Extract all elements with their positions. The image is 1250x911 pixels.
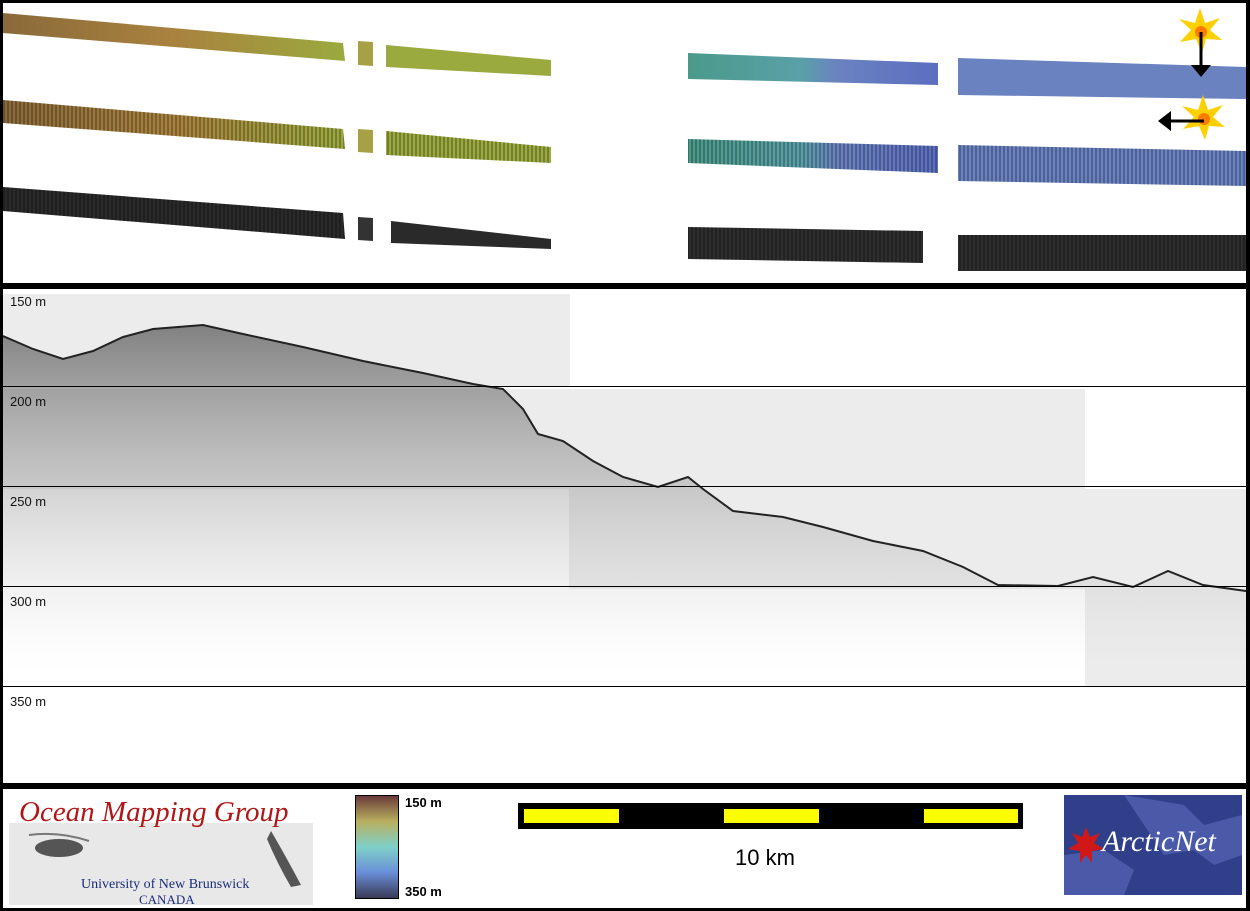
sun-horizontal-icon [1158, 95, 1225, 140]
arcticnet-wordmark: ArcticNet [1102, 825, 1216, 858]
scale-segment [724, 809, 819, 823]
omg-title: Ocean Mapping Group [19, 796, 289, 828]
sun-vertical-icon [1179, 8, 1222, 77]
depth-label-200: 200 m [10, 394, 47, 409]
swath-row-striped [3, 100, 1246, 186]
arcticnet-map-graphic [1064, 795, 1242, 895]
depth-label-350: 350 m [10, 694, 47, 709]
omg-logo-graphic [9, 823, 313, 905]
seafloor-profile [3, 323, 1246, 669]
depth-gridline [3, 686, 1246, 687]
colorbar-top-label: 150 m [405, 795, 442, 810]
swath-row-backscatter [3, 187, 1246, 271]
arcticnet-logo: ArcticNet [1064, 795, 1242, 895]
depth-label-250: 250 m [10, 494, 47, 509]
depth-colorbar [355, 795, 399, 899]
omg-logo: Ocean Mapping Group University of New Br… [9, 793, 313, 907]
scale-label: 10 km [735, 845, 795, 870]
swath-imagery [3, 8, 1246, 271]
scale-segment [924, 809, 1018, 823]
scale-bar [518, 803, 1023, 829]
swath-panel [3, 3, 1246, 283]
swath-row-shaded [3, 13, 1246, 99]
depth-label-150: 150 m [10, 294, 47, 309]
omg-university: University of New Brunswick [81, 877, 250, 892]
legend-panel: Ocean Mapping Group University of New Br… [3, 789, 1246, 908]
depth-label-300: 300 m [10, 594, 47, 609]
depth-gridline [3, 586, 1246, 587]
profile-panel: 150 m 200 m 250 m 300 m 350 m [3, 289, 1246, 783]
depth-gridline [3, 486, 1246, 487]
depth-gridline [3, 386, 1246, 387]
omg-country: CANADA [139, 892, 195, 907]
scale-segment [524, 809, 619, 823]
colorbar-bottom-label: 350 m [405, 884, 442, 899]
